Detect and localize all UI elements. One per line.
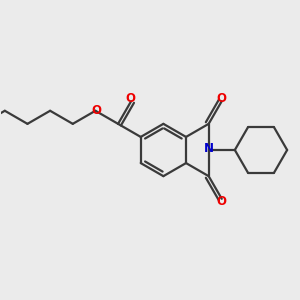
Text: N: N xyxy=(204,142,214,155)
Text: O: O xyxy=(125,92,135,105)
Text: O: O xyxy=(217,92,227,105)
Text: O: O xyxy=(91,104,101,117)
Text: O: O xyxy=(217,195,227,208)
